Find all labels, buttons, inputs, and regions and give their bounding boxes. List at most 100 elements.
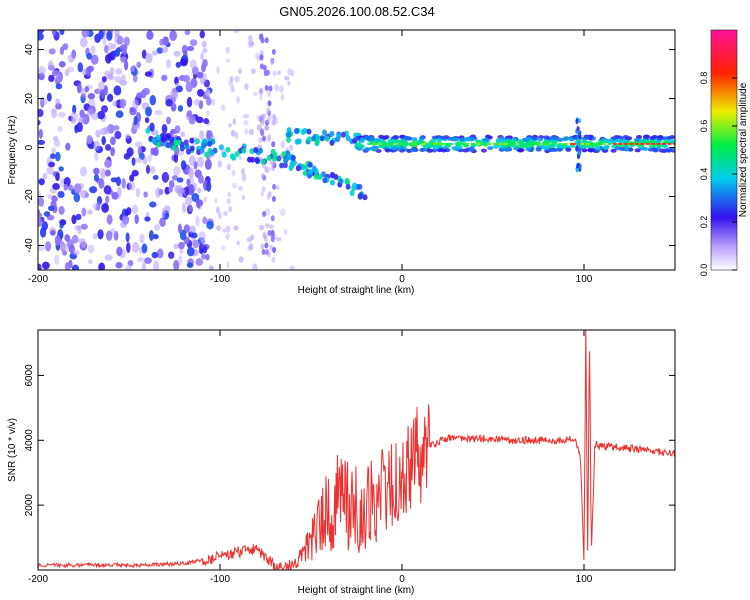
x-tick-label: -100	[210, 574, 230, 585]
spectrogram-cell	[306, 128, 312, 135]
spectrogram-cell	[518, 148, 525, 153]
spectrogram-cell	[55, 83, 63, 90]
spectrogram-cell	[64, 234, 71, 242]
spectrogram-cell	[240, 168, 246, 176]
spectrogram-cell	[50, 109, 58, 119]
spectrogram-cell	[113, 125, 120, 131]
spectrogram-cell	[358, 144, 365, 149]
spectrogram-cell	[93, 151, 99, 161]
spectrogram-cell	[97, 229, 104, 240]
spectrogram-cell	[601, 142, 607, 145]
spectrogram-cell	[577, 140, 581, 146]
spectrogram-cell	[206, 220, 214, 230]
spectrogram-cell	[238, 186, 243, 191]
spectrogram-cell	[102, 34, 107, 46]
spectrogram-cell	[367, 142, 372, 145]
spectrogram-cell	[200, 239, 206, 245]
spectrogram-cell	[359, 137, 366, 142]
spectrogram-cell	[266, 117, 271, 124]
spectrogram-cell	[283, 76, 290, 81]
spectrogram-cell	[578, 118, 582, 124]
spectrogram-cell	[189, 59, 197, 69]
spectrogram-cell	[222, 228, 227, 233]
spectrogram-cell	[165, 133, 171, 139]
spectrogram-cell	[50, 147, 57, 154]
spectrogram-cell	[139, 233, 145, 244]
spectrogram-cell	[100, 168, 106, 179]
spectrogram-cell	[264, 37, 269, 44]
spectrogram-cell	[416, 142, 421, 145]
spectrogram-cell	[575, 147, 579, 152]
spectrogram-cell	[114, 30, 120, 37]
spectrogram-cell	[362, 194, 368, 201]
spectrogram-cell	[252, 263, 258, 270]
spectrogram-cell	[38, 128, 43, 139]
spectrogram-cell	[199, 130, 205, 140]
spectrogram-cell	[188, 155, 196, 166]
spectrogram-cell	[189, 137, 195, 144]
spectrogram-cell	[259, 87, 263, 94]
spectrogram-cell	[259, 114, 264, 121]
spectrogram-cell	[118, 37, 125, 44]
spectrogram-cell	[543, 135, 550, 140]
spectrogram-cell	[38, 72, 45, 81]
spectrogram-cell	[115, 262, 123, 269]
snr-x-ticks: -200 -100 0 100	[28, 330, 593, 585]
spectrogram-cell	[317, 174, 323, 180]
spectrogram-cell	[58, 205, 65, 215]
spectrogram-cell	[149, 122, 155, 132]
spectrogram-cell	[265, 223, 270, 228]
y-tick-label: 0	[24, 144, 35, 150]
snr-y-ticks: 2000 4000 6000	[24, 364, 675, 516]
spectrogram-cell	[279, 208, 286, 217]
spectrogram-cell	[230, 129, 236, 137]
spectrogram-cell	[106, 31, 113, 41]
spectrogram-cell	[144, 71, 153, 77]
spectrogram-cell	[436, 138, 443, 143]
spectrogram-cell	[271, 48, 276, 55]
spectrogram-cell	[93, 167, 100, 175]
spectrogram-cell	[411, 137, 418, 142]
spectrogram-cell	[225, 233, 230, 240]
spectrogram-cell	[570, 142, 577, 146]
spectrogram-cell	[197, 156, 204, 168]
spectrogram-cell	[220, 104, 226, 112]
spectrogram-cell	[191, 66, 199, 75]
spectrogram-cell	[577, 154, 580, 160]
y-tick-label: -40	[24, 238, 35, 253]
spectrogram-cell	[191, 193, 200, 202]
spectrogram-cell	[476, 142, 481, 145]
spectrogram-cell	[132, 99, 139, 110]
spectrogram-cell	[248, 35, 253, 42]
spectrogram-cell	[280, 93, 285, 101]
spectrogram-cell	[79, 109, 85, 118]
colorbar-tick-label: 0.2	[699, 216, 709, 229]
spectrogram-cell	[58, 166, 64, 172]
spectrogram-cell	[173, 50, 181, 57]
spectrogram-cell	[421, 142, 426, 145]
spectrogram-cell	[120, 220, 128, 229]
spectrogram-cell	[126, 242, 131, 253]
spectrogram-cell	[155, 134, 161, 141]
snr-frame	[37, 329, 676, 571]
spectrogram-cell	[216, 66, 220, 74]
spectrogram-cell	[459, 142, 465, 145]
spectrogram-cell	[115, 176, 122, 187]
spectrogram-cell	[205, 253, 210, 261]
spectrogram-cell	[103, 185, 112, 195]
spectrogram-cell	[88, 259, 93, 265]
spectrogram-cell	[330, 179, 335, 186]
x-tick-label: -200	[28, 274, 48, 285]
spectrogram-cell	[189, 39, 198, 47]
spectrogram-cell	[215, 225, 222, 232]
spectrogram-cell	[180, 160, 187, 171]
spectrogram-cell	[197, 174, 204, 184]
spectrogram-cell	[276, 155, 282, 162]
spectrogram-cell	[80, 238, 87, 248]
spectrogram-cell	[152, 260, 160, 270]
spectrogram-cell	[156, 248, 164, 259]
spectrogram-cell	[523, 137, 530, 142]
y-tick-label: 40	[24, 44, 35, 56]
spectrogram-cell	[48, 161, 56, 168]
